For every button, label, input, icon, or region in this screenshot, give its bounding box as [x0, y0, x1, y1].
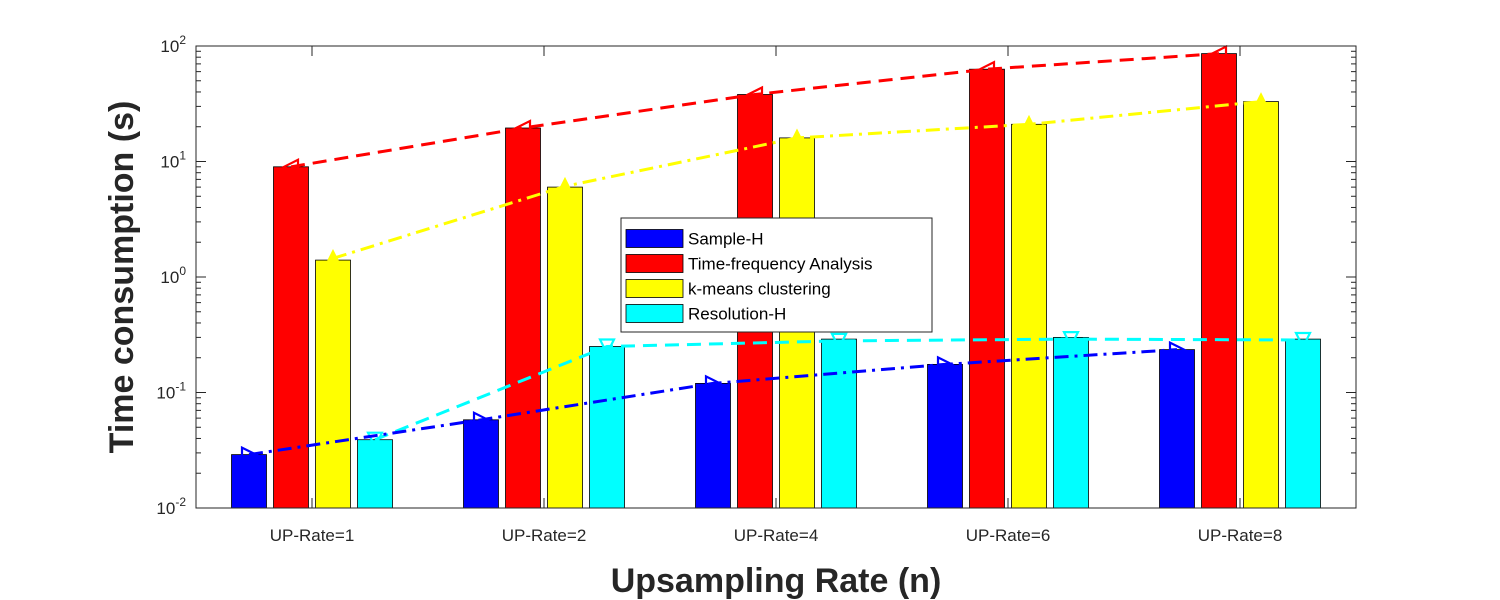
trend-marker-resolution-h-2	[598, 338, 616, 356]
x-tick-label: UP-Rate=2	[502, 526, 587, 545]
axes-group: 10-2 10-1 100 101 102 UP-Rate=1 UP-Rate=2 UP-Ra…	[156, 33, 1357, 545]
y-tick-label: 100	[160, 264, 186, 287]
trend-marker-k-means-clustering-4	[1020, 114, 1038, 133]
x-tick-label: UP-Rate=8	[1198, 526, 1283, 545]
trend-marker-k-means-clustering-1	[324, 248, 342, 267]
bar-resolution-h-2	[589, 346, 625, 509]
legend-swatch-k-means-clustering	[625, 279, 684, 298]
trend-marker-time-frequency-analysis-4	[977, 60, 996, 78]
bar-sample-h-5	[1159, 349, 1195, 509]
trend-marker-time-frequency-analysis-5	[1209, 44, 1228, 63]
bar-time-frequency-analysis-2	[505, 127, 541, 509]
x-tick-label: UP-Rate=4	[734, 526, 819, 545]
trend-marker-resolution-h-5	[1294, 331, 1312, 350]
legend-label: k-means clustering	[688, 280, 831, 299]
bar-resolution-h-1	[357, 439, 393, 509]
trend-line-k-means-clustering	[332, 100, 1262, 260]
legend-label: Sample-H	[688, 230, 764, 249]
trend-marker-sample-h-1	[240, 445, 259, 464]
legend-label: Time-frequency Analysis	[688, 255, 873, 274]
bar-k-means-clustering-4	[1011, 123, 1047, 509]
y-tick-label: 10-2	[156, 495, 186, 518]
trend-marker-k-means-clustering-3	[788, 128, 806, 146]
trend-marker-time-frequency-analysis-1	[281, 158, 300, 176]
x-axis-label: Upsampling Rate (n)	[611, 562, 942, 600]
y-tick-label: 102	[160, 33, 186, 56]
bar-time-frequency-analysis-5	[1201, 53, 1237, 509]
trend-marker-k-means-clustering-2	[556, 176, 574, 195]
x-tick-label: UP-Rate=1	[270, 526, 355, 545]
trend-marker-sample-h-3	[704, 374, 723, 393]
legend: Sample-H Time-frequency Analysis k-means c…	[620, 217, 933, 333]
trend-marker-sample-h-4	[936, 355, 955, 374]
bar-k-means-clustering-1	[315, 259, 351, 509]
trend-marker-time-frequency-analysis-3	[745, 85, 764, 104]
legend-label: Resolution-H	[688, 305, 786, 324]
legend-swatch-resolution-h	[625, 304, 684, 323]
bar-k-means-clustering-2	[547, 186, 583, 509]
bar-resolution-h-4	[1053, 336, 1089, 509]
trend-marker-resolution-h-3	[830, 332, 848, 351]
trend-marker-resolution-h-4	[1062, 331, 1080, 349]
trend-marker-time-frequency-analysis-2	[513, 119, 532, 137]
trend-line-time-frequency-analysis	[290, 52, 1220, 169]
legend-swatch-sample-h	[625, 229, 684, 248]
y-axis-label: Time consumption (s)	[103, 101, 141, 454]
trend-marker-k-means-clustering-5	[1252, 92, 1270, 110]
bar-k-means-clustering-5	[1243, 101, 1279, 509]
trend-marker-resolution-h-1	[366, 431, 384, 450]
bar-sample-h-3	[695, 382, 731, 509]
x-tick-label: UP-Rate=6	[966, 526, 1051, 545]
bar-sample-h-4	[927, 363, 963, 509]
trend-line-sample-h	[248, 348, 1178, 457]
y-tick-label: 10-1	[156, 380, 186, 403]
trend-marker-sample-h-5	[1168, 340, 1187, 359]
trend-marker-sample-h-2	[472, 411, 491, 429]
bar-sample-h-2	[463, 419, 499, 509]
bar-resolution-h-3	[821, 338, 857, 509]
bar-resolution-h-5	[1285, 338, 1321, 509]
bar-time-frequency-analysis-1	[273, 166, 309, 509]
y-tick-label: 101	[160, 149, 186, 172]
bar-time-frequency-analysis-4	[969, 68, 1005, 509]
trend-line-resolution-h	[374, 337, 1304, 442]
trend-lines-group	[240, 44, 1312, 464]
legend-swatch-time-frequency-analysis	[625, 254, 684, 273]
bar-sample-h-1	[231, 454, 267, 509]
